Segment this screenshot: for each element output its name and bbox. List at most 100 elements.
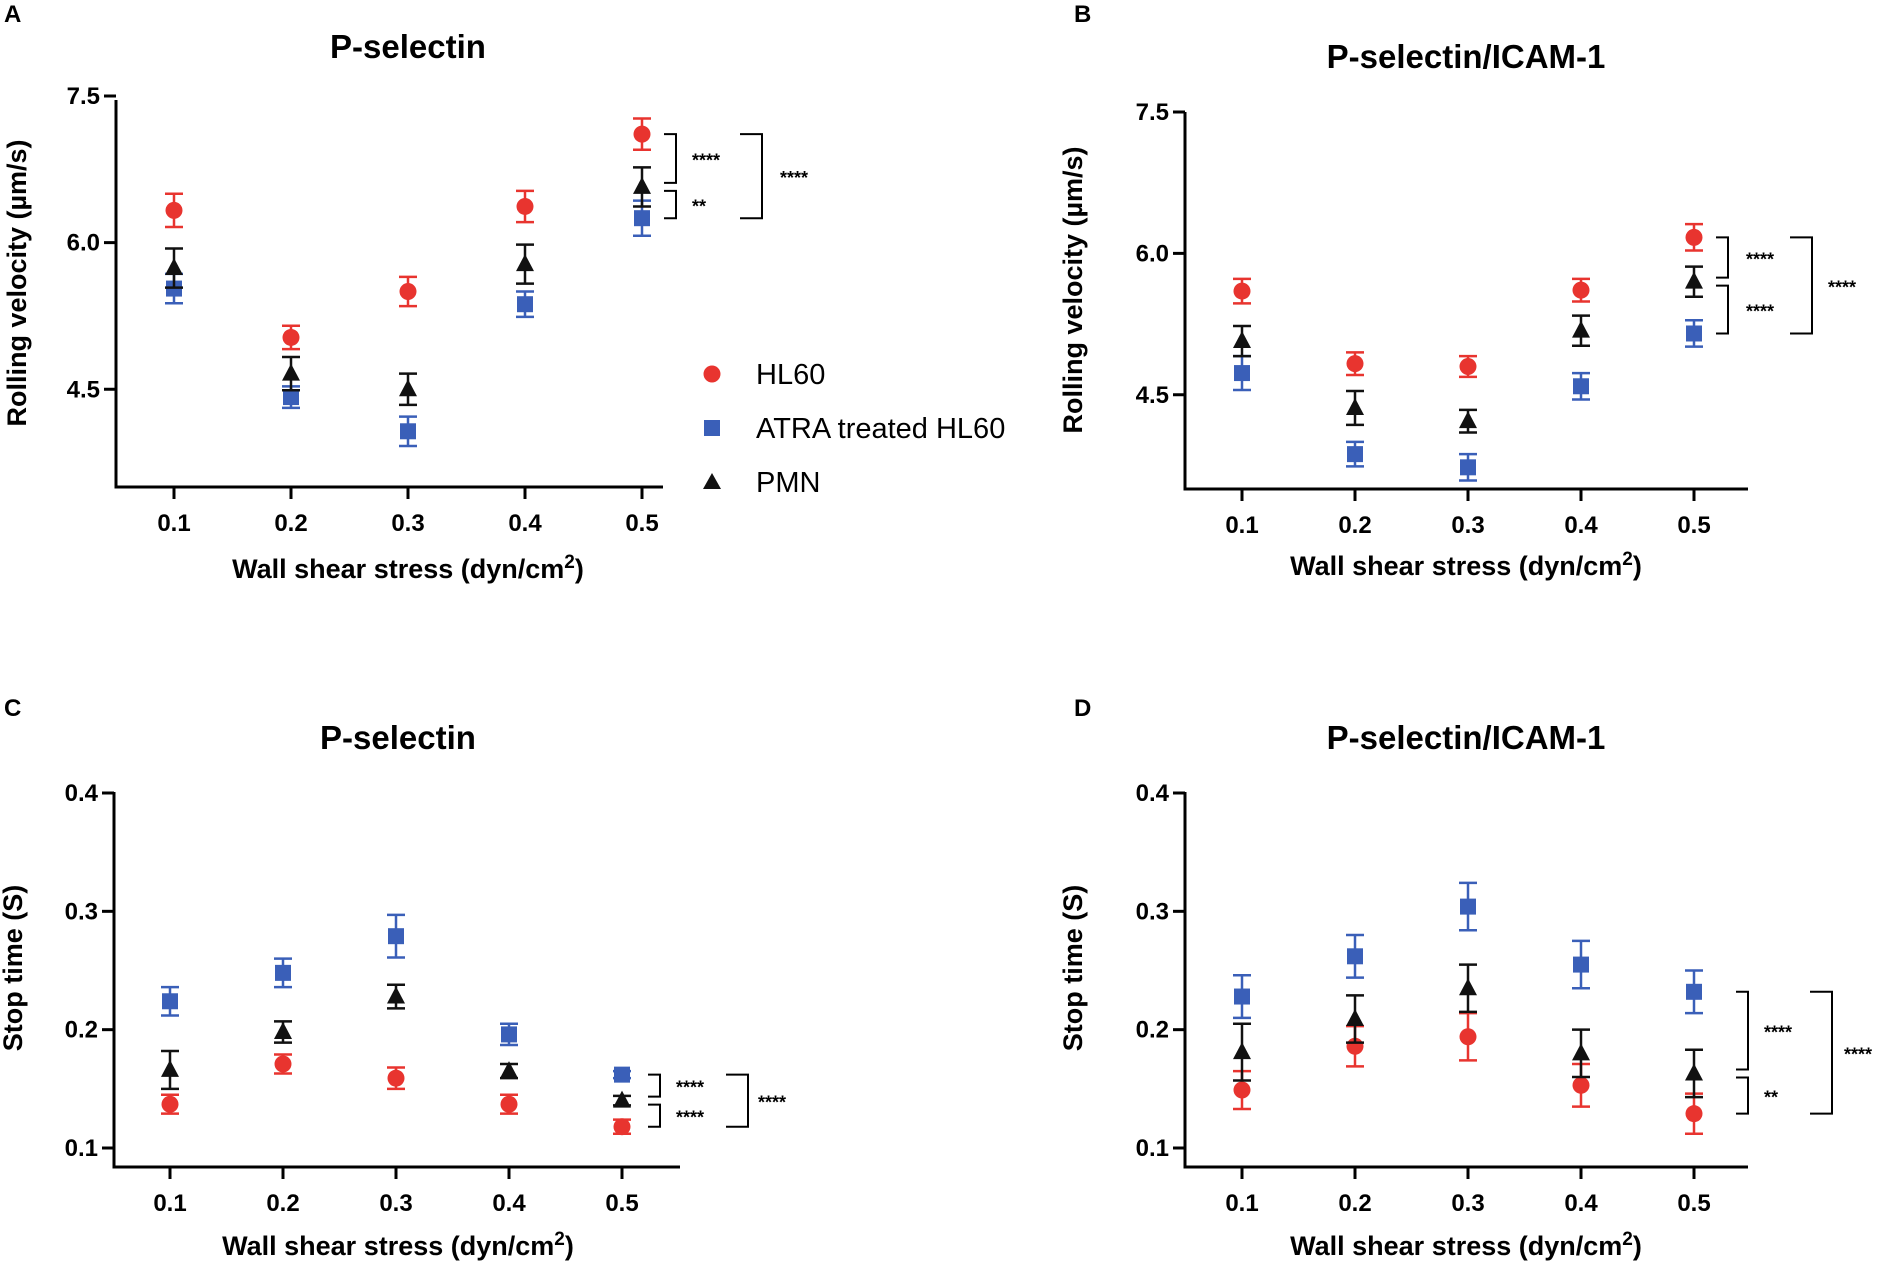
significance-label: ** xyxy=(1764,1088,1778,1108)
y-tick-label: 7.5 xyxy=(67,83,100,110)
x-tick-label: 0.3 xyxy=(1451,1190,1484,1217)
x-tick-label: 0.5 xyxy=(1677,1190,1710,1217)
significance-label: ** xyxy=(692,197,706,217)
point-pmn xyxy=(1233,331,1251,349)
significance-bracket xyxy=(740,133,763,220)
point-hl60 xyxy=(387,1069,405,1087)
x-tick-label: 0.3 xyxy=(391,510,424,537)
plot-area-b: 4.5 6.0 7.5 0.1 0.2 0.3 0.4 0.5 **** **** **** xyxy=(1136,99,1856,539)
x-axis-title-a: Wall shear stress (dyn/cm2) xyxy=(232,552,584,584)
x-axis-title-c-main: Wall shear stress (dyn/cm xyxy=(222,1231,554,1261)
point-hl60 xyxy=(161,1095,179,1113)
panel-letter-d: D xyxy=(1074,695,1091,722)
y-tick-label: 0.2 xyxy=(65,1017,98,1044)
point-pmn xyxy=(633,176,651,194)
y-tick-label: 0.1 xyxy=(65,1135,98,1162)
significance-label: **** xyxy=(1746,250,1774,270)
panel-letter-b: B xyxy=(1074,1,1091,28)
plot-area-a: 4.56.07.50.1 0.2 0.3 0.4 0.5********** xyxy=(67,83,808,537)
significance-label: **** xyxy=(676,1108,704,1128)
significance-bracket xyxy=(1716,284,1729,335)
point-pmn xyxy=(1685,1063,1703,1081)
x-tick-label: 0.1 xyxy=(157,510,190,537)
legend-label-pmn: PMN xyxy=(756,467,820,499)
x-axis-title-b: Wall shear stress (dyn/cm2) xyxy=(1290,549,1642,581)
y-axis-title-c: Stop time (S) xyxy=(0,885,28,1052)
y-axis-title-d: Stop time (S) xyxy=(1058,885,1088,1052)
x-tick-label: 0.1 xyxy=(1225,512,1258,539)
point-hl60 xyxy=(1346,355,1364,373)
x-tick-label: 0.1 xyxy=(1225,1190,1258,1217)
significance-label: **** xyxy=(1828,277,1856,297)
x-tick-label: 0.1 xyxy=(153,1190,186,1217)
point-atra-treated-hl60 xyxy=(1234,988,1250,1005)
point-pmn xyxy=(161,1059,179,1077)
legend-marker-pmn xyxy=(703,473,721,489)
significance-bracket xyxy=(726,1073,749,1128)
point-pmn xyxy=(1233,1042,1251,1060)
point-pmn xyxy=(1346,397,1364,415)
x-axis-title-end: ) xyxy=(575,554,584,584)
significance-bracket xyxy=(664,133,677,184)
y-tick-label: 4.5 xyxy=(1136,382,1169,409)
legend: HL60 ATRA treated HL60 PMN xyxy=(703,359,1005,499)
y-axis-title-b: Rolling velocity (µm/s) xyxy=(1058,146,1088,433)
panel-c: C P-selectin Stop time (S) Wall shear st… xyxy=(0,695,786,1261)
point-pmn xyxy=(516,254,534,272)
point-hl60 xyxy=(165,201,183,219)
point-hl60 xyxy=(399,283,417,300)
x-axis-title-end: ) xyxy=(1633,551,1642,581)
significance-bracket xyxy=(664,189,677,220)
axes-a xyxy=(114,100,663,489)
legend-marker-hl60 xyxy=(703,365,721,383)
point-hl60 xyxy=(1572,1076,1590,1094)
point-hl60 xyxy=(1685,228,1703,246)
point-atra-treated-hl60 xyxy=(1686,325,1702,342)
significance-bracket xyxy=(1810,990,1833,1115)
point-atra-treated-hl60 xyxy=(634,210,650,227)
axes-c xyxy=(112,792,680,1169)
point-hl60 xyxy=(500,1095,518,1113)
legend-label-atra: ATRA treated HL60 xyxy=(756,413,1005,445)
point-atra-treated-hl60 xyxy=(1234,365,1250,382)
point-atra-treated-hl60 xyxy=(275,964,291,981)
superscript-2: 2 xyxy=(564,552,575,573)
chart-title-a: P-selectin xyxy=(330,28,486,65)
y-tick-label: 7.5 xyxy=(1136,99,1169,126)
significance-bracket xyxy=(1716,236,1729,279)
point-atra-treated-hl60 xyxy=(1686,983,1702,1000)
x-axis-title-d: Wall shear stress (dyn/cm2) xyxy=(1290,1229,1642,1261)
x-tick-label: 0.5 xyxy=(1677,512,1710,539)
y-tick-label: 0.2 xyxy=(1136,1017,1169,1044)
significance-label: **** xyxy=(1746,302,1774,322)
point-atra-treated-hl60 xyxy=(388,928,404,945)
axes-d xyxy=(1183,792,1748,1169)
superscript-2: 2 xyxy=(1622,549,1633,570)
significance-bracket xyxy=(1736,990,1749,1071)
x-axis-title-a-main: Wall shear stress (dyn/cm xyxy=(232,554,564,584)
point-hl60 xyxy=(613,1118,631,1136)
significance-label: **** xyxy=(758,1093,786,1113)
x-axis-title-end: ) xyxy=(565,1231,574,1261)
significance-bracket xyxy=(1736,1076,1749,1115)
point-hl60 xyxy=(516,197,534,215)
y-tick-label: 6.0 xyxy=(1136,240,1169,267)
y-axis-title-a: Rolling velocity (µm/s) xyxy=(2,139,32,426)
y-tick-label: 0.4 xyxy=(1136,780,1170,807)
x-tick-label: 0.2 xyxy=(266,1190,299,1217)
x-axis-title-b-main: Wall shear stress (dyn/cm xyxy=(1290,551,1622,581)
point-atra-treated-hl60 xyxy=(1573,956,1589,973)
x-tick-label: 0.3 xyxy=(1451,512,1484,539)
significance-label: **** xyxy=(1764,1023,1792,1043)
point-hl60 xyxy=(1572,281,1590,299)
y-tick-label: 0.3 xyxy=(1136,898,1169,925)
significance-bracket xyxy=(648,1073,661,1098)
point-atra-treated-hl60 xyxy=(162,993,178,1010)
point-pmn xyxy=(500,1061,518,1079)
panel-letter-a: A xyxy=(4,1,21,28)
x-axis-title-c: Wall shear stress (dyn/cm2) xyxy=(222,1229,574,1261)
point-hl60 xyxy=(274,1055,292,1073)
superscript-2: 2 xyxy=(554,1229,565,1250)
point-pmn xyxy=(1572,1043,1590,1061)
panel-b: B P-selectin/ICAM-1 Rolling velocity (µm… xyxy=(1058,1,1856,581)
